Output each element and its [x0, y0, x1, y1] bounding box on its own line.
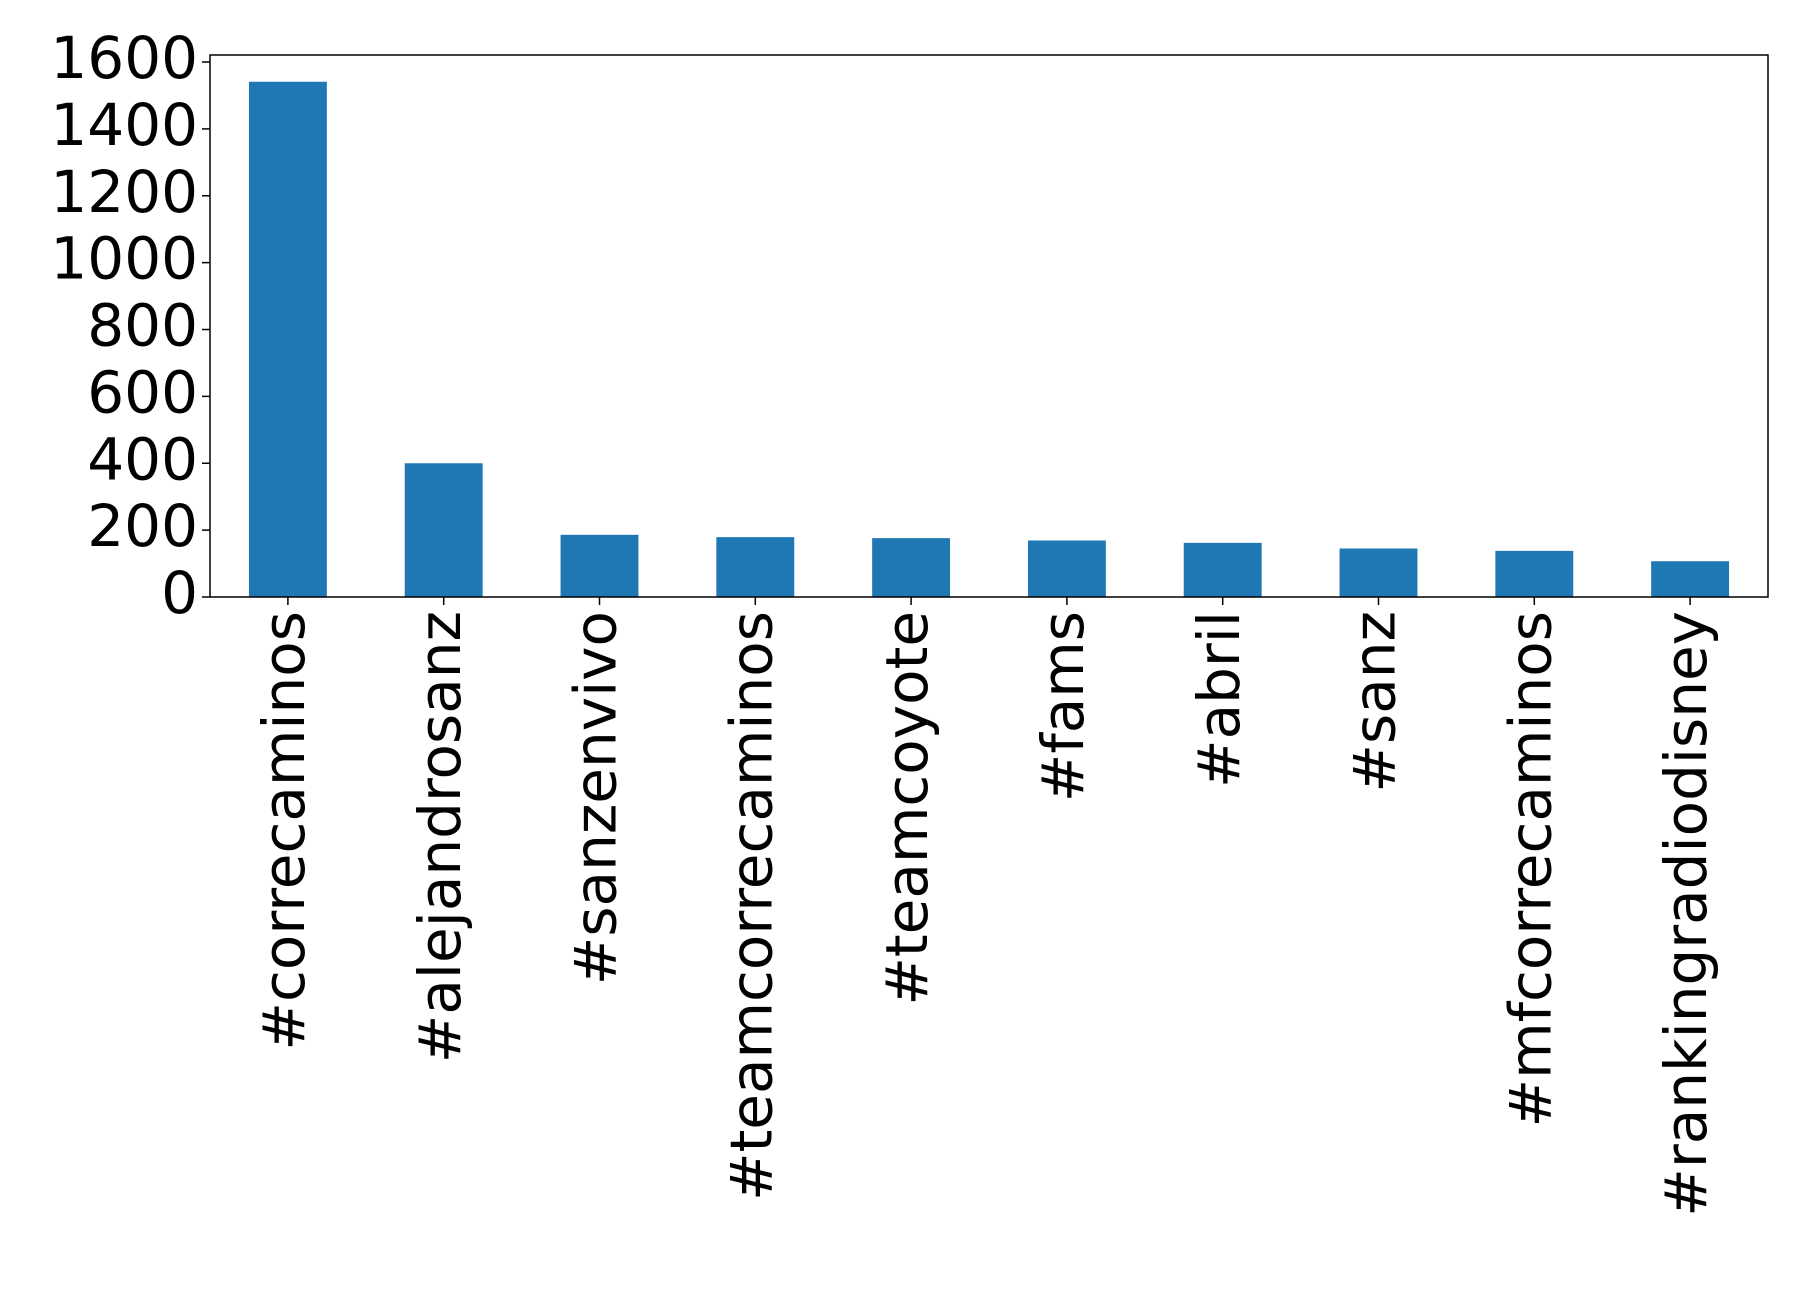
- bar: [1027, 540, 1106, 597]
- x-tick-label: #rankingradiodisney: [1652, 611, 1720, 1217]
- bar: [1495, 550, 1574, 597]
- bar: [1183, 542, 1262, 597]
- plot-frame: [209, 54, 1769, 598]
- y-tick-label: 0: [161, 559, 198, 627]
- x-tick-label: #mfcorrecaminos: [1496, 611, 1564, 1127]
- x-tick-label: #sanzenvivo: [562, 611, 630, 985]
- x-tick-label: #teamcorrecaminos: [717, 611, 785, 1201]
- bar: [404, 463, 483, 597]
- bar: [716, 537, 795, 597]
- y-tick-label: 1400: [50, 91, 198, 159]
- y-tick-label: 400: [87, 425, 198, 493]
- bar: [1339, 548, 1418, 597]
- y-tick-label: 200: [87, 492, 198, 560]
- y-tick-label: 1200: [50, 158, 198, 226]
- y-tick-label: 1000: [50, 225, 198, 293]
- y-tick-label: 1600: [50, 24, 198, 92]
- x-tick-label: #abril: [1185, 611, 1253, 788]
- bar: [1651, 561, 1730, 597]
- y-tick-label: 600: [87, 358, 198, 426]
- y-tick-label: 800: [87, 292, 198, 360]
- x-tick-label: #correcaminos: [250, 611, 318, 1051]
- bar: [872, 538, 951, 597]
- x-tick-label: #sanz: [1341, 611, 1409, 793]
- x-tick-label: #alejandrosanz: [406, 611, 474, 1063]
- bar: [560, 534, 639, 597]
- bar: [248, 81, 327, 598]
- x-tick-label: #fams: [1029, 611, 1097, 802]
- x-tick-label: #teamcoyote: [873, 611, 941, 1006]
